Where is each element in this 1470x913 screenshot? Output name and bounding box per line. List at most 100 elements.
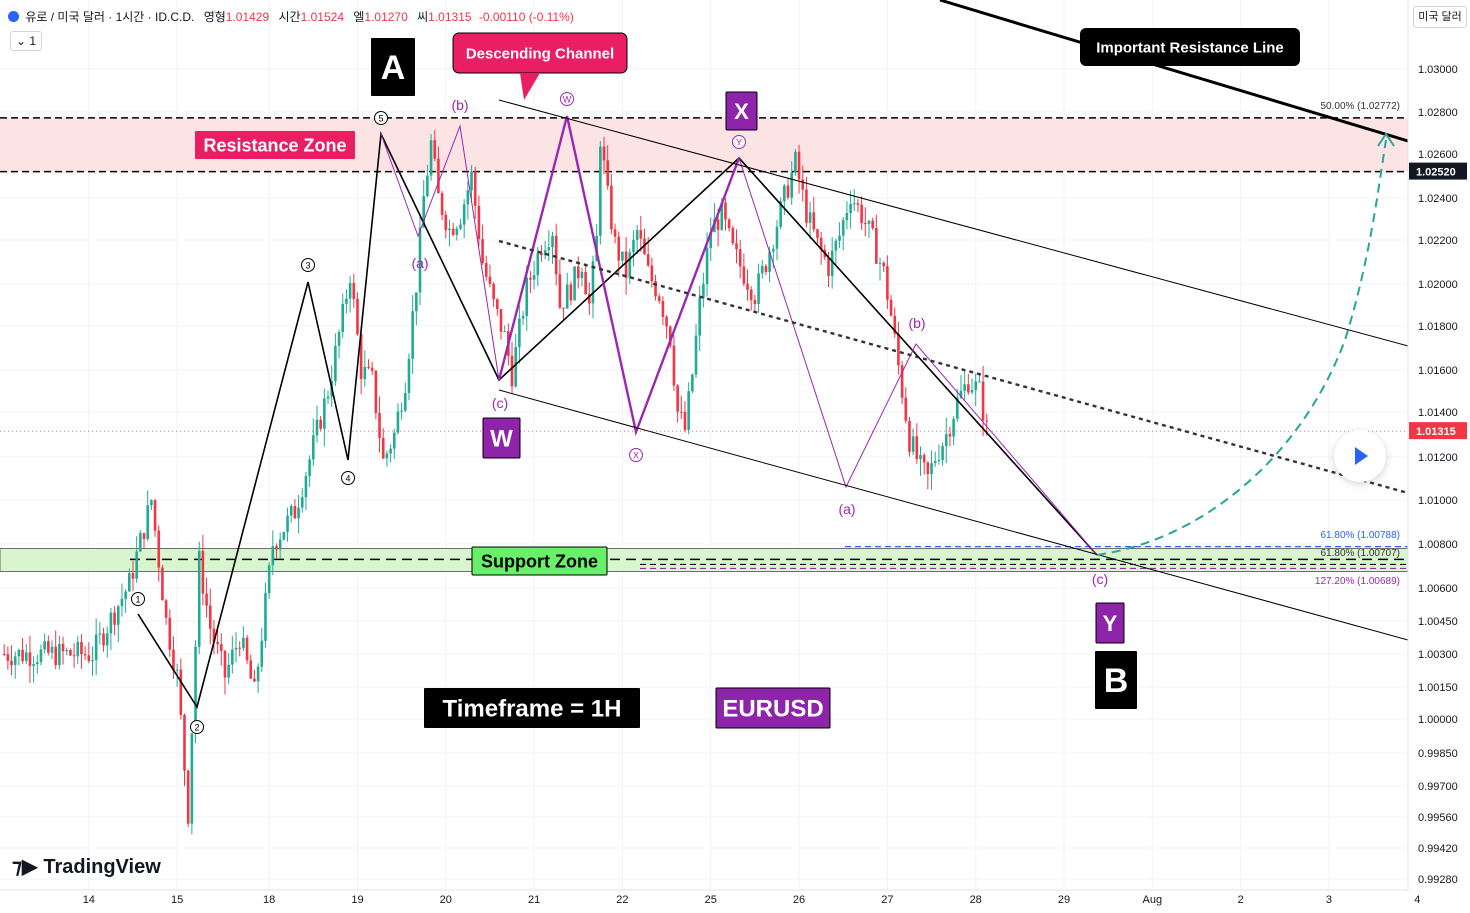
resistance-zone-label-box — [195, 131, 355, 159]
candle-body — [98, 633, 102, 635]
x-box-label: X — [734, 99, 749, 124]
candle-body — [687, 391, 690, 430]
candle-body — [941, 446, 944, 461]
candle-body — [496, 299, 499, 310]
wave-x-label: X — [633, 451, 639, 461]
close-label: 씨 — [417, 10, 429, 24]
price-highlight-label: 1.01315 — [1416, 426, 1456, 438]
y-box-label: Y — [1103, 611, 1118, 636]
candle-body — [974, 381, 977, 391]
big-a-label-box — [371, 38, 415, 96]
candle-body — [503, 331, 506, 333]
channel-midline — [498, 239, 1409, 495]
candle-body — [385, 453, 389, 459]
price-tick-label: 1.01400 — [1418, 407, 1458, 419]
candle-body — [389, 448, 392, 454]
candle-body — [69, 649, 72, 656]
candle-body — [21, 649, 24, 661]
candle-body — [654, 281, 657, 297]
candle-body — [128, 573, 131, 592]
tradingview-logo[interactable]: ⁊▶ TradingView — [12, 854, 161, 879]
candle-body — [102, 633, 105, 646]
time-tick-label: 22 — [616, 894, 628, 906]
price-highlight-box — [1409, 422, 1467, 440]
interval-toggle[interactable]: ⌄ 1 — [10, 31, 42, 51]
candle-body — [17, 649, 21, 657]
candle-body — [529, 277, 532, 280]
candle-body — [970, 390, 974, 393]
candle-body — [260, 640, 264, 667]
candle-body — [709, 232, 713, 249]
price-tick-label: 0.99850 — [1418, 748, 1458, 760]
drawings — [137, 0, 1409, 709]
candle-body — [900, 365, 904, 398]
descending-channel-callout: Descending Channel — [466, 45, 614, 62]
candle-body — [915, 436, 919, 460]
candle-body — [878, 262, 882, 264]
candle-body — [396, 411, 400, 433]
candle-body — [13, 656, 17, 666]
candle-body — [727, 219, 731, 229]
candle-body — [819, 237, 823, 250]
candle-body — [370, 367, 374, 371]
candle-body — [738, 249, 742, 267]
candle-body — [477, 205, 481, 240]
candle-body — [639, 230, 643, 239]
price-tick-label: 0.99420 — [1418, 843, 1458, 855]
candle-body — [683, 411, 687, 430]
candle-body — [694, 335, 698, 375]
candle-body — [886, 266, 889, 300]
candle-body — [289, 505, 293, 516]
candle-body — [676, 385, 679, 412]
candle-body — [404, 393, 407, 411]
candle-body — [83, 654, 87, 656]
candle-body — [783, 185, 786, 202]
candle-body — [105, 633, 109, 646]
candle-body — [702, 284, 705, 298]
candle-body — [400, 410, 403, 412]
wave-a1-label: (a) — [411, 255, 428, 271]
candle-body — [197, 550, 201, 647]
close-value: 1.01315 — [428, 10, 472, 24]
candle-body — [536, 253, 540, 276]
time-tick-label: 20 — [440, 894, 452, 906]
candle-body — [573, 266, 576, 301]
support-zone-label: Support Zone — [481, 551, 598, 571]
abc-first-line — [380, 124, 500, 381]
wave-y-label: Y — [736, 138, 742, 148]
candle-body — [926, 462, 930, 475]
time-tick-label: 15 — [171, 894, 183, 906]
wave-b1-label: (b) — [451, 97, 468, 113]
candle-body — [345, 298, 348, 304]
replay-play-button[interactable] — [1334, 430, 1386, 482]
candle-body — [175, 669, 179, 671]
resistance-line-callout: Important Resistance Line — [1096, 39, 1284, 56]
price-tick-label: 1.02200 — [1418, 235, 1458, 247]
low-value: 1.01270 — [364, 10, 408, 24]
candle-body — [356, 298, 359, 335]
candle-body — [779, 201, 782, 227]
symbol-title[interactable]: 유로 / 미국 달러 · 1시간 · ID.C.D. — [25, 10, 195, 24]
wave-c2-label: (c) — [1092, 571, 1108, 587]
candle-body — [80, 641, 83, 655]
candle-body — [668, 326, 672, 346]
candle-body — [735, 243, 738, 250]
candle-body — [484, 263, 488, 277]
candle-body — [967, 384, 970, 393]
candle-body — [286, 515, 289, 532]
candle-body — [492, 283, 495, 300]
wave-3-label: 3 — [305, 261, 310, 271]
candle-body — [216, 641, 219, 645]
currency-button[interactable]: 미국 달러 — [1413, 6, 1467, 28]
price-tick-label: 1.01000 — [1418, 495, 1458, 507]
high-label: 시간 — [278, 10, 301, 24]
wave-y-label-circle — [732, 135, 746, 149]
w-box-label-box — [482, 417, 521, 459]
pair-label-box — [715, 687, 831, 729]
wave-2-label: 2 — [194, 723, 199, 733]
time-tick-label: Aug — [1143, 894, 1163, 906]
candle-body — [882, 262, 885, 267]
price-tick-label: 1.00000 — [1418, 714, 1458, 726]
